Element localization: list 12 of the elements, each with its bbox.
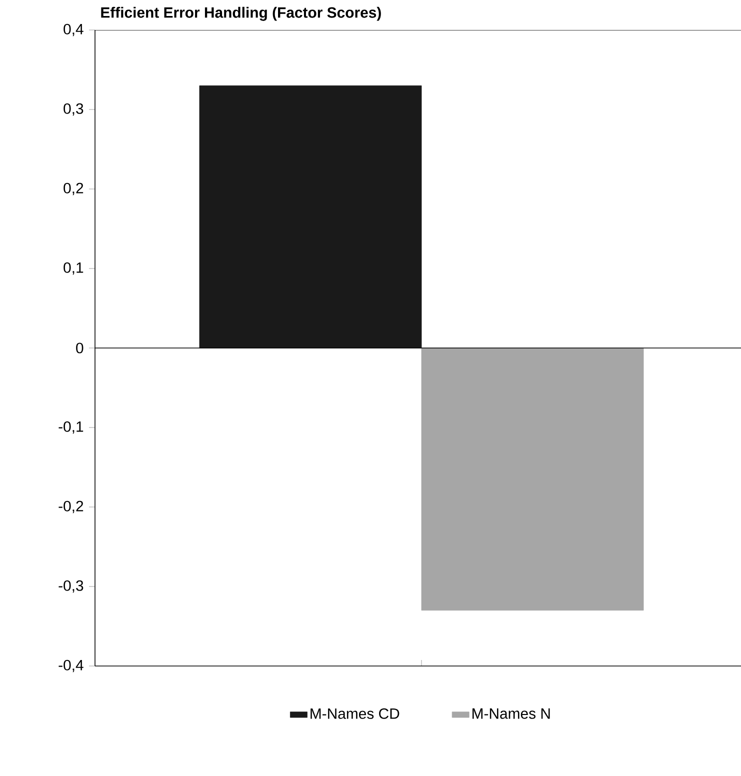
y-tick-label: 0,1	[64, 262, 84, 275]
y-tick-label: -0,4	[58, 660, 84, 672]
legend-label: M-Names CD	[310, 708, 400, 719]
y-tick-label: -0,3	[58, 580, 84, 593]
y-tick-label: 0,4	[64, 24, 84, 36]
y-tick-label: 0,3	[64, 103, 84, 116]
y-tick-label: 0	[76, 342, 84, 354]
y-tick-label: -0,1	[58, 421, 84, 434]
chart-title: Efficient Error Handling (Factor Scores)	[101, 6, 381, 21]
legend-label: M-Names N	[472, 708, 550, 719]
y-tick-label: -0,2	[58, 500, 84, 514]
y-tick-label: 0,2	[64, 182, 84, 196]
